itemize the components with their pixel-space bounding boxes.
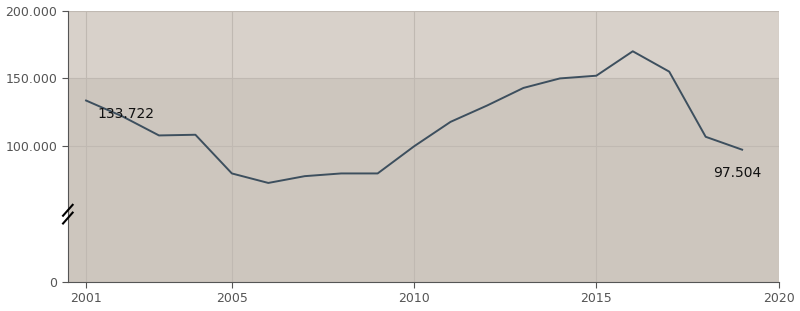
Bar <box>68 78 778 146</box>
Bar <box>68 11 778 78</box>
Text: 133.722: 133.722 <box>97 107 154 121</box>
Text: 97.504: 97.504 <box>713 166 762 180</box>
Bar <box>68 146 778 282</box>
